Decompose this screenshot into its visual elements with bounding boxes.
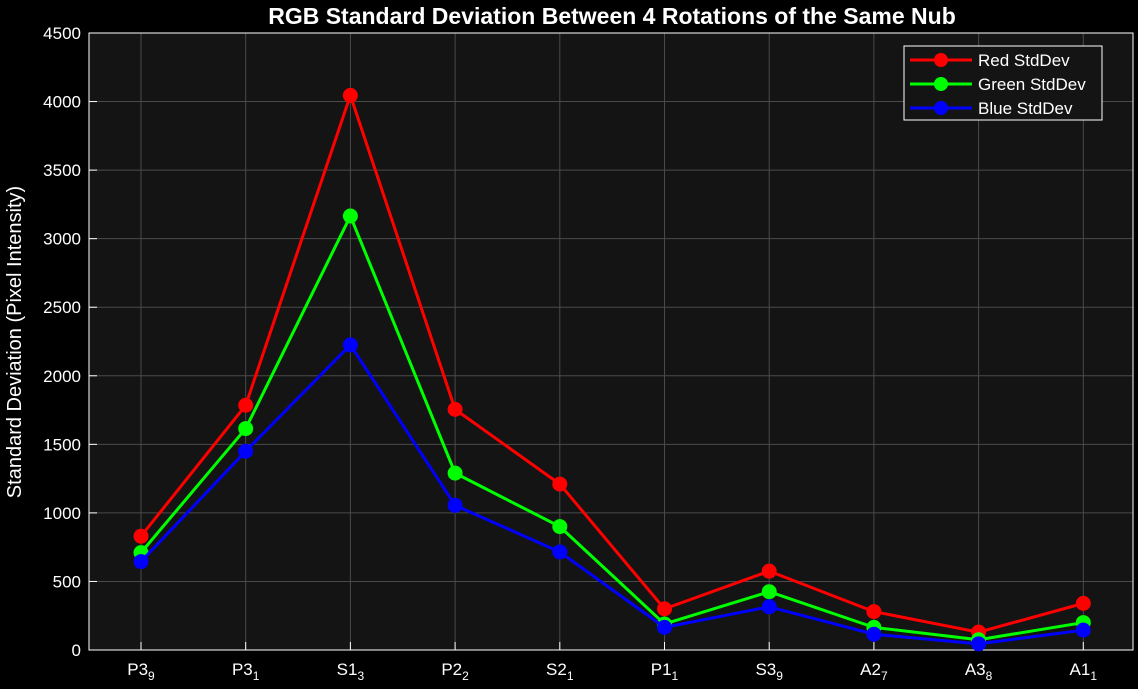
x-tick-label: S39	[755, 660, 783, 683]
y-tick-label: 4000	[43, 93, 81, 112]
series-line-green-stddev	[139, 214, 1084, 642]
series-line-red-stddev	[139, 93, 1084, 634]
data-point-blue-stddev	[1075, 622, 1091, 638]
plot-area: 0 500 1000 1500 2000 2500 3000 3500 4000 4500 P39 P…	[43, 24, 1134, 683]
data-point-blue-stddev	[447, 497, 463, 513]
legend-swatch-marker	[934, 101, 948, 115]
series-line-blue-stddev	[139, 343, 1084, 646]
data-point-red-stddev	[133, 528, 149, 544]
x-tick-label: A11	[1070, 660, 1098, 683]
x-tick-label: S13	[337, 660, 365, 683]
data-point-red-stddev	[866, 604, 882, 620]
data-point-blue-stddev	[552, 544, 568, 560]
y-tick-label: 4500	[43, 24, 81, 43]
y-tick-label: 3500	[43, 161, 81, 180]
data-point-red-stddev	[238, 397, 254, 413]
data-point-red-stddev	[552, 476, 568, 492]
data-point-blue-stddev	[133, 554, 149, 570]
legend-entry-label: Blue StdDev	[978, 99, 1073, 118]
y-tick-label: 2500	[43, 298, 81, 317]
legend: Red StdDev Green StdDev Blue StdDev	[903, 45, 1103, 121]
legend-swatch-marker	[934, 53, 948, 67]
data-point-blue-stddev	[342, 337, 358, 353]
data-point-blue-stddev	[657, 619, 672, 635]
data-point-green-stddev	[238, 421, 254, 437]
data-point-red-stddev	[657, 601, 672, 617]
data-point-red-stddev	[342, 87, 358, 103]
chart-title: RGB Standard Deviation Between 4 Rotatio…	[268, 3, 956, 29]
x-tick-label: S21	[546, 660, 574, 683]
axes-frame	[88, 32, 1134, 651]
data-point-blue-stddev	[971, 636, 987, 652]
data-point-red-stddev	[761, 563, 777, 579]
y-axis-label: Standard Deviation (Pixel Intensity)	[4, 186, 26, 498]
data-point-red-stddev	[447, 401, 463, 417]
x-tick-label: P39	[127, 660, 155, 683]
legend-entry-label: Green StdDev	[978, 75, 1086, 94]
x-tick-label: P31	[232, 660, 260, 683]
data-point-blue-stddev	[238, 443, 254, 459]
y-tick-label: 1000	[43, 504, 81, 523]
y-tick-label: 3000	[43, 230, 81, 249]
y-tick-label: 2000	[43, 367, 81, 386]
data-point-blue-stddev	[761, 599, 777, 615]
y-tick-label: 0	[72, 641, 81, 660]
y-tick-label: 1500	[43, 435, 81, 454]
x-tick-label: A27	[860, 660, 888, 683]
data-point-red-stddev	[1075, 595, 1091, 611]
data-point-green-stddev	[342, 208, 358, 224]
x-tick-label: P11	[651, 660, 679, 683]
data-point-green-stddev	[761, 584, 777, 600]
data-point-green-stddev	[552, 519, 568, 535]
data-point-green-stddev	[447, 465, 463, 481]
x-tick-label: P22	[441, 660, 469, 683]
legend-entry-label: Red StdDev	[978, 51, 1070, 70]
legend-swatch-marker	[934, 77, 948, 91]
x-tick-label: A38	[965, 660, 993, 683]
data-point-blue-stddev	[866, 626, 882, 642]
y-tick-label: 500	[53, 572, 81, 591]
